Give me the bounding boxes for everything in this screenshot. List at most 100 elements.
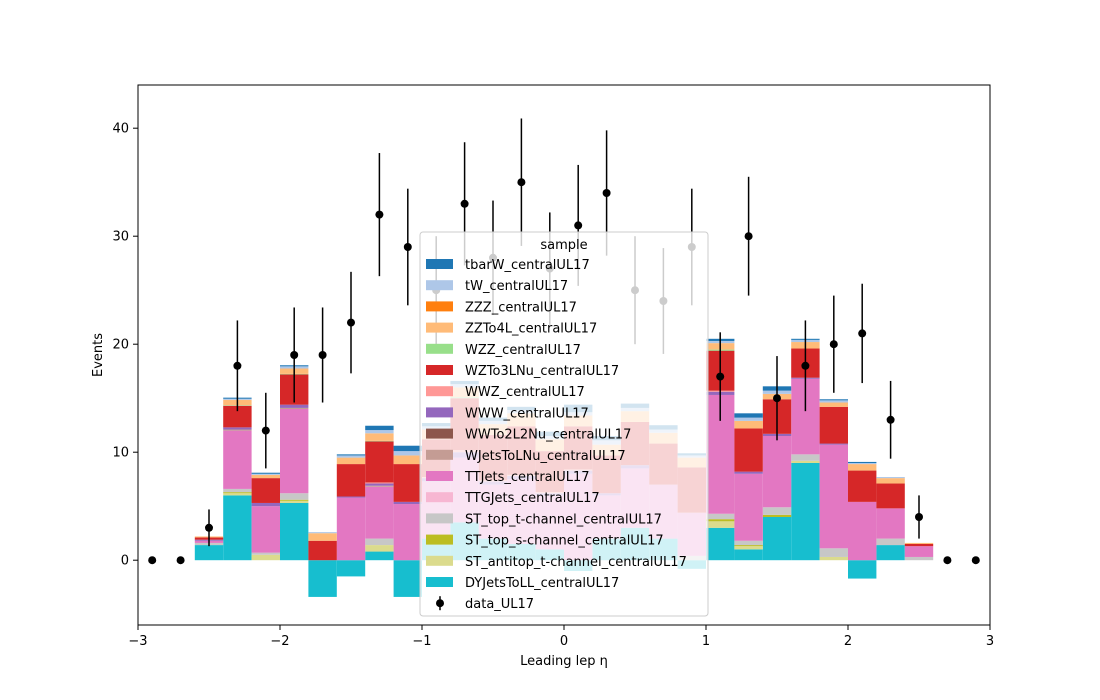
data-point-3: [233, 361, 242, 370]
bar-ST_top_t-channel_centralUL17-25: [904, 556, 934, 561]
bar-TTJets_centralUL17-3: [280, 409, 309, 494]
data-point-16: [602, 189, 611, 197]
bar-TTJets_centralUL17-5: [336, 497, 366, 561]
bar-tW_centralUL17-24: [876, 477, 905, 479]
bar-WWW_centralUL17-22: [819, 443, 848, 445]
bar-WZTo3LNu_centralUL17-2: [251, 478, 280, 503]
data-point-23: [801, 361, 810, 370]
bar-TTJets_centralUL17-23: [848, 501, 877, 561]
data-point-22: [773, 394, 781, 403]
legend-label-WJetsToLNu_centralUL17: WJetsToLNu_centralUL17: [465, 449, 626, 464]
bar-WZTo3LNu_centralUL17-7: [393, 464, 422, 502]
bar-tW_centralUL17-5: [336, 455, 366, 458]
x-tick-label-4: 1: [702, 634, 710, 649]
bar-DYJetsToLL_centralUL17-23: [848, 560, 877, 579]
bar-TTJets_centralUL17-25: [904, 546, 934, 557]
legend-swatch-TTGJets_centralUL17: [426, 492, 453, 503]
legend-label-WWW_centralUL17: WWW_centralUL17: [465, 406, 589, 421]
data-point-2: [205, 523, 213, 532]
x-tick-label-6: 3: [986, 634, 994, 649]
bar-DYJetsToLL_centralUL17-20: [762, 517, 792, 561]
data-point-1: [176, 556, 185, 565]
legend-swatch-WZZ_centralUL17: [426, 343, 453, 354]
bar-tW_centralUL17-7: [393, 451, 422, 456]
bar-tbarW_centralUL17-19: [734, 413, 763, 418]
bar-ST_antitop_t-channel_centralUL17-21: [791, 460, 820, 463]
data-point-4: [261, 426, 270, 435]
bar-WZTo3LNu_centralUL17-6: [365, 441, 394, 483]
bar-ST_top_s-channel_centralUL17-20: [762, 514, 792, 517]
x-tick-label-2: −1: [412, 634, 431, 649]
bar-DYJetsToLL_centralUL17-3: [280, 502, 309, 561]
legend-swatch-DYJetsToLL_centralUL17: [426, 577, 453, 587]
bar-WJetsToLNu_centralUL17-3: [280, 407, 309, 409]
x-tick-label-0: −3: [128, 634, 147, 649]
data-point-25: [858, 329, 867, 338]
legend-swatch-tbarW_centralUL17: [426, 259, 453, 269]
data-point-5: [290, 351, 299, 359]
y-tick-label-0: 0: [121, 554, 129, 569]
y-tick-label-3: 30: [112, 230, 129, 245]
legend-label-WZTo3LNu_centralUL17: WZTo3LNu_centralUL17: [465, 364, 619, 379]
bar-tbarW_centralUL17-2: [251, 472, 280, 474]
bar-ST_top_s-channel_centralUL17-18: [706, 519, 735, 522]
legend-swatch-ZZTo4L_centralUL17: [426, 322, 453, 333]
bar-ST_top_t-channel_centralUL17-2: [251, 552, 280, 555]
bar-WWW_centralUL17-7: [393, 501, 422, 505]
legend-swatch-WWTo2L2Nu_centralUL17: [426, 428, 453, 439]
bar-ZZTo4L_centralUL17-5: [336, 457, 366, 465]
legend-title: sample: [540, 238, 587, 253]
bar-TTJets_centralUL17-7: [393, 504, 422, 561]
bar-tW_centralUL17-2: [251, 473, 280, 475]
bar-ST_antitop_t-channel_centralUL17-18: [706, 521, 735, 528]
bar-ST_top_t-channel_centralUL17-22: [819, 548, 848, 557]
bar-ST_top_t-channel_centralUL17-20: [762, 507, 792, 515]
bar-ST_top_s-channel_centralUL17-1: [223, 492, 252, 494]
data-point-9: [403, 243, 412, 251]
bar-DYJetsToLL_centralUL17-21: [791, 463, 820, 561]
bar-tbarW_centralUL17-22: [819, 399, 848, 401]
legend-swatch-ST_top_t-channel_centralUL17: [426, 513, 453, 524]
bar-tW_centralUL17-23: [848, 463, 877, 465]
legend-label-ST_top_t-channel_centralUL17: ST_top_t-channel_centralUL17: [465, 512, 662, 527]
bar-DYJetsToLL_centralUL17-19: [734, 549, 763, 561]
data-point-11: [460, 199, 469, 208]
bar-tW_centralUL17-22: [819, 400, 848, 403]
bar-WWW_centralUL17-1: [223, 427, 252, 430]
bar-WWW_centralUL17-5: [336, 496, 366, 498]
bar-ST_antitop_t-channel_centralUL17-6: [365, 545, 394, 552]
bar-ZZTo4L_centralUL17-6: [365, 433, 394, 441]
bar-tW_centralUL17-6: [365, 430, 394, 434]
data-point-7: [347, 318, 355, 327]
data-point-13: [517, 178, 526, 187]
bar-TTJets_centralUL17-2: [251, 506, 280, 553]
legend-swatch-WJetsToLNu_centralUL17: [426, 449, 453, 460]
legend-swatch-ST_top_s-channel_centralUL17: [426, 534, 453, 545]
legend-swatch-WZTo3LNu_centralUL17: [426, 365, 453, 375]
bar-ZZTo4L_centralUL17-22: [819, 402, 848, 407]
data-point-24: [829, 340, 838, 349]
legend-label-data: data_UL17: [465, 597, 534, 612]
bar-ST_top_t-channel_centralUL17-18: [706, 513, 735, 520]
bar-WZZ_centralUL17-6: [365, 440, 394, 442]
bar-ST_top_s-channel_centralUL17-3: [280, 499, 309, 501]
legend-swatch-WWW_centralUL17: [426, 407, 453, 418]
y-tick-label-1: 10: [112, 446, 129, 461]
bar-TTJets_centralUL17-6: [365, 486, 394, 539]
bar-ZZTo4L_centralUL17-19: [734, 420, 763, 429]
bar-tbarW_centralUL17-6: [365, 425, 394, 431]
bar-DYJetsToLL_centralUL17-18: [706, 527, 735, 561]
legend-label-ST_top_s-channel_centralUL17: ST_top_s-channel_centralUL17: [465, 534, 664, 549]
bar-ST_antitop_t-channel_centralUL17-2: [251, 554, 280, 561]
data-point-29: [971, 556, 980, 565]
legend-label-ZZZ_centralUL17: ZZZ_centralUL17: [465, 300, 577, 315]
x-tick-label-1: −2: [270, 634, 289, 649]
legend-data-marker: [436, 599, 444, 608]
bar-ST_top_t-channel_centralUL17-3: [280, 493, 309, 500]
bar-WZTo3LNu_centralUL17-25: [904, 544, 934, 547]
bar-WZTo3LNu_centralUL17-19: [734, 428, 763, 472]
data-point-26: [886, 415, 895, 424]
bar-WWW_centralUL17-3: [280, 404, 309, 408]
bar-ZZTo4L_centralUL17-2: [251, 474, 280, 479]
legend-label-tW_centralUL17: tW_centralUL17: [465, 279, 568, 294]
